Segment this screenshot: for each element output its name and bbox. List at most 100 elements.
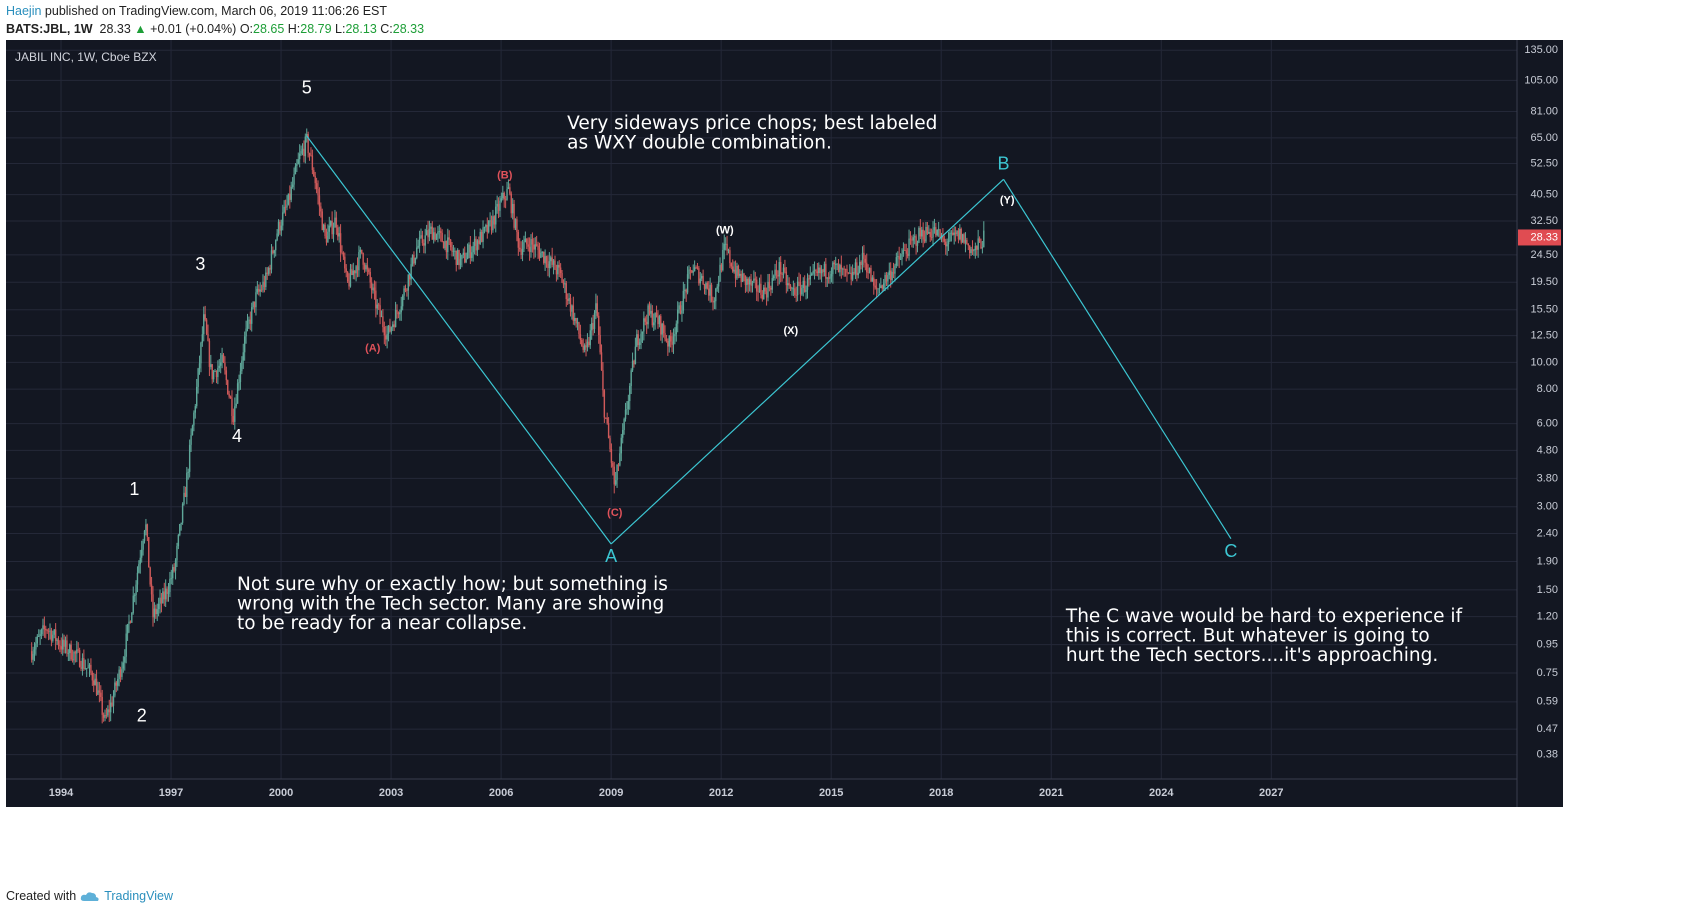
candle	[410, 257, 412, 286]
candle	[756, 276, 758, 301]
candle	[565, 280, 567, 307]
candle-body	[330, 220, 332, 226]
candle-body	[775, 269, 778, 276]
candle-body	[589, 330, 591, 346]
candle-body	[864, 258, 867, 263]
candle	[124, 649, 126, 671]
candle	[547, 255, 549, 277]
candle-body	[322, 224, 325, 231]
candle	[473, 229, 476, 255]
candle-body	[416, 247, 418, 258]
candle-body	[150, 584, 153, 595]
candle	[334, 209, 336, 228]
candle	[641, 331, 644, 343]
candle-body	[692, 271, 694, 273]
candle-body	[796, 281, 799, 296]
candle	[73, 650, 75, 665]
candle-body	[588, 341, 590, 346]
candle	[928, 225, 930, 234]
candle	[421, 230, 424, 246]
candle	[699, 271, 701, 291]
candle	[243, 331, 246, 361]
candle-body	[784, 267, 786, 272]
candle	[809, 266, 812, 286]
author-link[interactable]: Haejin	[6, 4, 42, 18]
candle	[825, 257, 827, 288]
candle	[497, 197, 500, 219]
candle	[564, 278, 566, 293]
candle-body	[890, 270, 892, 281]
candle	[496, 195, 498, 214]
candle	[361, 249, 363, 255]
candle	[231, 390, 233, 425]
price-tick-label: 81.00	[1530, 105, 1558, 117]
candle	[187, 468, 189, 480]
candle-body	[511, 203, 514, 214]
candle-body	[540, 252, 542, 258]
candle-body	[983, 230, 985, 248]
candle	[200, 341, 202, 373]
candle	[173, 563, 175, 573]
candle-body	[744, 275, 747, 286]
candle-body	[232, 416, 235, 422]
candle	[698, 265, 700, 286]
candle-body	[397, 312, 400, 315]
candle-body	[506, 189, 508, 200]
candle-body	[345, 268, 347, 272]
candle	[101, 689, 103, 724]
candle-body	[52, 634, 54, 641]
candle-body	[401, 295, 404, 307]
candle	[511, 198, 514, 220]
candle-body	[519, 247, 521, 250]
candle	[538, 242, 541, 261]
candle	[392, 321, 394, 331]
candle	[414, 257, 417, 265]
candle	[899, 253, 902, 261]
candle-body	[435, 234, 438, 240]
candle	[97, 681, 99, 696]
candle	[665, 334, 668, 343]
candle	[506, 181, 508, 201]
candle	[304, 133, 307, 164]
candle	[339, 224, 342, 262]
candle-body	[936, 229, 938, 236]
candle-body	[487, 220, 490, 233]
candle-body	[493, 216, 496, 225]
price-series	[30, 128, 985, 724]
candle-body	[809, 275, 812, 280]
year-tick-label: 2027	[1259, 787, 1283, 799]
candle	[873, 271, 875, 295]
candle	[892, 262, 895, 279]
candle-body	[949, 232, 951, 241]
candle-body	[939, 229, 941, 239]
candle-body	[497, 203, 500, 211]
candle	[685, 288, 687, 302]
candle	[806, 273, 809, 299]
candle	[176, 542, 178, 567]
candle-body	[778, 262, 780, 277]
candle	[720, 263, 723, 273]
candle	[142, 538, 144, 556]
candle	[863, 245, 865, 268]
candle-body	[607, 423, 610, 439]
candle-body	[353, 270, 356, 274]
candle	[234, 397, 236, 430]
tradingview-link[interactable]: TradingView	[104, 889, 173, 903]
candle-body	[370, 282, 373, 291]
candle-body	[651, 310, 654, 326]
candle-body	[606, 417, 608, 424]
candle-body	[576, 322, 579, 324]
candle	[313, 167, 315, 177]
candle	[732, 259, 734, 273]
candle-body	[638, 342, 641, 346]
candle	[76, 640, 78, 663]
candle-body	[317, 189, 319, 196]
candle-body	[489, 220, 491, 222]
candle-body	[812, 270, 814, 274]
year-tick-label: 2009	[599, 787, 623, 799]
candle-body	[431, 226, 433, 240]
candle	[681, 301, 683, 322]
candle-body	[283, 206, 285, 213]
candle-body	[69, 644, 71, 653]
